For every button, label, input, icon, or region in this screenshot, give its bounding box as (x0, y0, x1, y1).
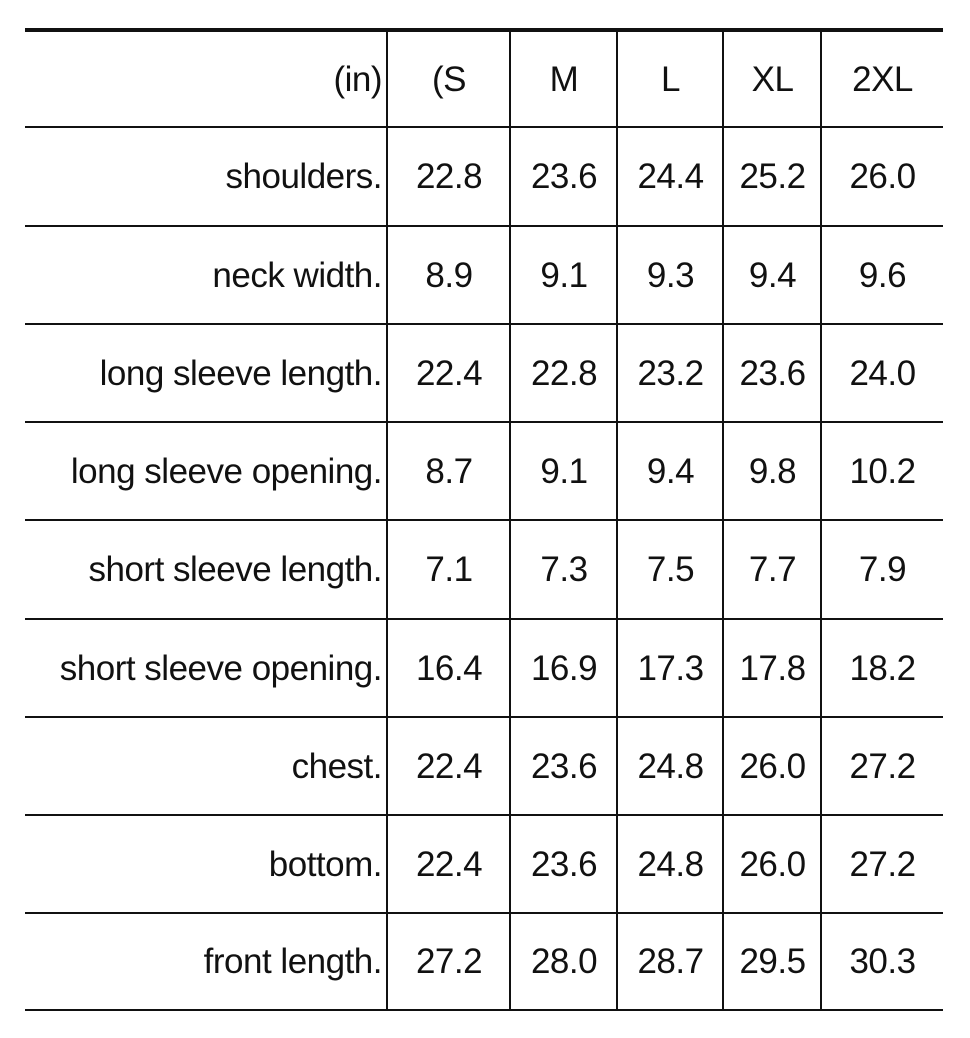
size-column-header: 2XL (852, 59, 913, 99)
measurement-value: 9.1 (540, 451, 588, 491)
measurement-value: 22.8 (415, 157, 483, 196)
measurement-value: 16.4 (415, 648, 483, 688)
column-divider (509, 32, 511, 1010)
measurement-value: 24.4 (637, 157, 704, 196)
row-label: front length. (203, 942, 383, 981)
measurement-value: 22.8 (530, 353, 598, 393)
size-column-header: (S (432, 59, 467, 99)
measurement-value: 30.3 (849, 942, 916, 981)
column-divider (616, 32, 618, 1010)
row-divider (25, 225, 943, 227)
row-label: chest. (291, 746, 383, 786)
column-divider (722, 32, 724, 1010)
measurement-value: 24.8 (637, 844, 704, 884)
size-column-header: L (661, 59, 680, 99)
measurement-value: 27.2 (415, 942, 483, 981)
row-divider (25, 814, 943, 816)
measurement-value: 23.6 (530, 157, 598, 196)
row-divider (25, 421, 943, 423)
measurement-value: 7.9 (858, 550, 907, 589)
measurement-value: 26.0 (849, 157, 916, 196)
measurement-value: 9.1 (540, 255, 588, 295)
measurement-value: 26.0 (739, 746, 806, 786)
measurement-value: 22.4 (415, 844, 483, 884)
measurement-value: 8.9 (425, 255, 473, 295)
measurement-value: 9.4 (646, 451, 695, 491)
row-label: short sleeve opening. (59, 648, 383, 688)
column-divider (386, 32, 388, 1010)
measurement-value: 28.7 (637, 942, 704, 981)
measurement-value: 27.2 (849, 746, 916, 786)
row-divider (25, 716, 943, 718)
row-divider (25, 618, 943, 620)
measurement-value: 23.6 (739, 353, 806, 393)
measurement-value: 26.0 (739, 844, 806, 884)
row-divider (25, 126, 943, 128)
measurement-value: 23.6 (530, 844, 598, 884)
measurement-value: 9.4 (748, 255, 797, 295)
measurement-value: 29.5 (739, 942, 806, 981)
measurement-value: 23.2 (637, 353, 704, 393)
unit-header: (in) (333, 59, 382, 99)
column-divider (820, 32, 822, 1010)
row-divider (25, 1009, 943, 1011)
measurement-value: 9.6 (858, 255, 907, 295)
measurement-value: 24.8 (637, 746, 704, 786)
size-column-header: XL (751, 59, 794, 99)
measurement-value: 8.7 (425, 451, 473, 491)
measurement-value: 17.3 (637, 648, 704, 688)
measurement-value: 7.5 (646, 550, 695, 589)
row-divider (25, 323, 943, 325)
row-divider (25, 519, 943, 521)
measurement-value: 9.8 (748, 451, 797, 491)
measurement-value: 27.2 (849, 844, 916, 884)
measurement-value: 7.3 (540, 550, 588, 589)
measurement-value: 16.9 (530, 648, 598, 688)
measurement-value: 7.7 (748, 550, 797, 589)
measurement-value: 25.2 (739, 157, 806, 196)
measurement-value: 23.6 (530, 746, 598, 786)
row-label: long sleeve opening. (70, 451, 383, 491)
measurement-value: 24.0 (849, 353, 916, 393)
measurement-value: 7.1 (425, 550, 473, 589)
measurement-value: 28.0 (530, 942, 598, 981)
measurement-value: 18.2 (849, 648, 916, 688)
row-label: neck width. (212, 255, 382, 295)
measurement-value: 22.4 (415, 353, 483, 393)
measurement-value: 10.2 (849, 451, 916, 491)
measurement-value: 22.4 (415, 746, 483, 786)
row-label: short sleeve length. (88, 550, 382, 589)
row-divider (25, 912, 943, 914)
row-label: long sleeve length. (99, 353, 383, 393)
size-column-header: M (549, 59, 579, 99)
row-label: shoulders. (225, 157, 383, 196)
table-top-rule (25, 28, 943, 32)
measurement-value: 9.3 (646, 255, 695, 295)
row-label: bottom. (268, 844, 383, 884)
measurement-value: 17.8 (739, 648, 806, 688)
